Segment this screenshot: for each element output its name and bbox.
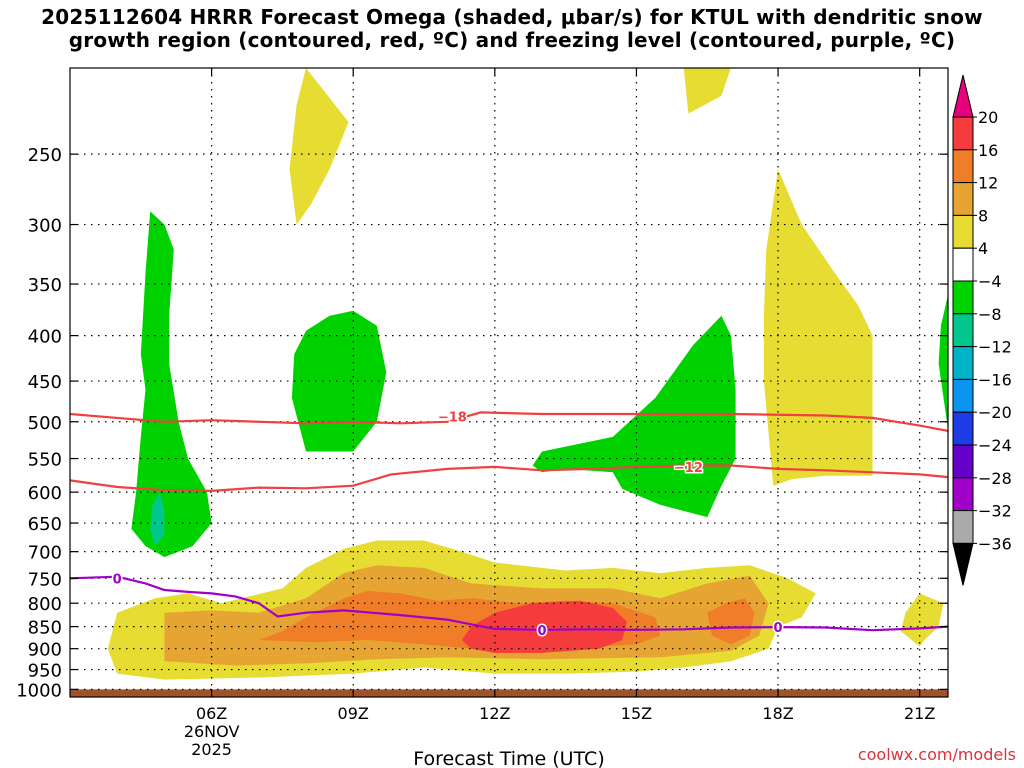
colorbar-label-5: −4 — [978, 272, 1002, 291]
x-axis-label: Forecast Time (UTC) — [413, 748, 604, 768]
x-tick-label-15Z: 15Z — [621, 704, 652, 723]
colorbar-label-1: 16 — [978, 141, 998, 160]
colorbar-bin-2 — [952, 182, 974, 216]
region-green-mid-0830z — [291, 310, 387, 452]
y-tick-label-900: 900 — [28, 640, 62, 661]
y-tick-label-450: 450 — [28, 372, 62, 393]
y-tick-label-950: 950 — [28, 661, 62, 682]
contour-dgz-minus18 — [70, 411, 948, 432]
y-tick-label-600: 600 — [28, 483, 62, 504]
colorbar-bin-6 — [952, 313, 974, 348]
contour-label-1: 0 — [538, 624, 547, 639]
chart-title: 2025112604 HRRR Forecast Omega (shaded, … — [0, 6, 1024, 52]
watermark: coolwx.com/models — [857, 745, 1016, 764]
chart-title-line-1: 2025112604 HRRR Forecast Omega (shaded, … — [41, 5, 983, 29]
x-tick-label-09Z: 09Z — [338, 704, 369, 723]
y-tick-label-550: 550 — [28, 450, 62, 471]
colorbar-bin-7 — [952, 346, 974, 380]
colorbar-label-6: −8 — [978, 305, 1002, 324]
y-tick-label-800: 800 — [28, 594, 62, 615]
region-yellow-top-1600z — [683, 68, 731, 114]
region-ground-strip — [70, 689, 948, 697]
y-tick-label-700: 700 — [28, 543, 62, 564]
x-tick-label-12Z: 12Z — [479, 704, 510, 723]
x-tick-label-21Z: 21Z — [904, 704, 935, 723]
colorbar-bin-0 — [952, 116, 974, 151]
y-tick-label-500: 500 — [28, 413, 62, 434]
colorbar-label-4: 4 — [978, 239, 988, 258]
colorbar-label-0: 20 — [978, 108, 998, 127]
x-tick-date-06Z: 26NOV — [184, 722, 240, 741]
colorbar: 20 16 12 8 4 −4 −8 −12 −16 −20 −24 −28 −32 −36 — [952, 74, 1012, 586]
colorbar-label-9: −20 — [978, 403, 1012, 422]
y-tick-label-300: 300 — [28, 216, 62, 237]
contour-label-0: 0 — [113, 572, 122, 587]
chart-title-line-2: growth region (contoured, red, ºC) and f… — [68, 28, 956, 52]
y-tick-label-1000: 1000 — [16, 680, 62, 701]
colorbar-bin-1 — [952, 149, 974, 184]
region-red-core-1300z — [461, 600, 627, 653]
colorbar-bin-10 — [952, 444, 974, 479]
colorbar-bin-12 — [952, 510, 974, 544]
y-tick-label-850: 850 — [28, 618, 62, 639]
colorbar-bin-4 — [952, 247, 974, 282]
colorbar-label-10: −24 — [978, 436, 1012, 455]
colorbar-bin-9 — [952, 411, 974, 446]
shaded-regions — [70, 68, 948, 697]
region-green-edge-2130z — [938, 294, 948, 430]
colorbar-label-11: −28 — [978, 469, 1012, 488]
colorbar-label-8: −16 — [978, 370, 1012, 389]
colorbar-label-12: −32 — [978, 502, 1012, 521]
colorbar-arrow-top — [952, 74, 974, 118]
x-tick-label-18Z: 18Z — [762, 704, 793, 723]
contour-label-2: 0 — [774, 621, 783, 636]
colorbar-bin-8 — [952, 378, 974, 413]
colorbar-label-3: 8 — [978, 206, 988, 225]
region-teal-core-0430z — [150, 492, 165, 547]
region-yellow-aloft-0830z — [289, 68, 349, 225]
y-tick-label-350: 350 — [28, 275, 62, 296]
contour-label-4: −12 — [674, 461, 703, 476]
contour-dgz-minus12 — [70, 464, 948, 493]
region-yellow-small-2100z — [900, 593, 944, 647]
y-tick-label-400: 400 — [28, 327, 62, 348]
colorbar-bin-5 — [952, 280, 974, 315]
y-tick-label-250: 250 — [28, 145, 62, 166]
colorbar-label-2: 12 — [978, 174, 998, 193]
colorbar-label-7: −12 — [978, 338, 1012, 357]
contour-freezing-level — [70, 575, 948, 632]
colorbar-bin-3 — [952, 214, 974, 249]
x-tick-year-06Z: 2025 — [191, 740, 232, 759]
region-orange-patch-1700z — [707, 598, 755, 645]
colorbar-arrow-bottom — [952, 542, 974, 586]
y-tick-label-750: 750 — [28, 569, 62, 590]
contour-label-3: −18 — [438, 410, 467, 425]
y-tick-label-650: 650 — [28, 514, 62, 535]
contour-lines: 0 0 0 −18 −12 — [70, 409, 948, 640]
region-green-column-0430z — [131, 211, 212, 558]
colorbar-label-13: −36 — [978, 534, 1012, 553]
region-green-mid-1600z — [532, 315, 736, 518]
colorbar-bin-11 — [952, 477, 974, 512]
y-axis: 2503003504004505005506006507007508008509… — [16, 145, 948, 701]
region-yellow-tall-1900z — [763, 169, 873, 486]
plot-frame — [69, 67, 949, 698]
x-tick-label-06Z: 06Z — [196, 704, 227, 723]
